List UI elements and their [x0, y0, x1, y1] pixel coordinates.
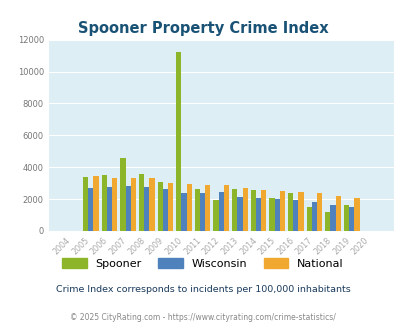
Bar [255, 197, 260, 231]
Bar [162, 189, 168, 231]
Bar [298, 192, 303, 231]
Bar [112, 178, 117, 231]
Bar [186, 184, 191, 231]
Bar [93, 176, 98, 231]
Bar [242, 188, 247, 231]
Bar [88, 188, 93, 231]
Bar [316, 193, 322, 231]
Text: Spooner Property Crime Index: Spooner Property Crime Index [77, 21, 328, 36]
Bar [348, 207, 354, 231]
Bar [120, 158, 125, 231]
Bar [218, 192, 223, 231]
Bar [157, 182, 162, 231]
Bar [139, 174, 144, 231]
Bar [223, 185, 228, 231]
Bar [125, 185, 130, 231]
Bar [200, 193, 205, 231]
Bar [279, 191, 284, 231]
Text: © 2025 CityRating.com - https://www.cityrating.com/crime-statistics/: © 2025 CityRating.com - https://www.city… [70, 313, 335, 322]
Bar [269, 197, 274, 231]
Bar [144, 187, 149, 231]
Bar [107, 187, 112, 231]
Bar [343, 205, 348, 231]
Bar [287, 193, 292, 231]
Bar [330, 206, 335, 231]
Bar [232, 189, 237, 231]
Bar [237, 197, 242, 231]
Bar [335, 196, 340, 231]
Bar [194, 189, 200, 231]
Bar [168, 183, 173, 231]
Bar [324, 212, 330, 231]
Bar [101, 175, 107, 231]
Bar [83, 177, 88, 231]
Bar [205, 185, 210, 231]
Legend: Spooner, Wisconsin, National: Spooner, Wisconsin, National [58, 253, 347, 273]
Bar [292, 200, 298, 231]
Bar [354, 197, 358, 231]
Bar [130, 178, 136, 231]
Bar [250, 189, 255, 231]
Bar [213, 200, 218, 231]
Bar [306, 207, 311, 231]
Bar [176, 51, 181, 231]
Bar [260, 189, 266, 231]
Bar [181, 193, 186, 231]
Bar [311, 202, 316, 231]
Bar [274, 199, 279, 231]
Text: Crime Index corresponds to incidents per 100,000 inhabitants: Crime Index corresponds to incidents per… [55, 285, 350, 294]
Bar [149, 178, 154, 231]
